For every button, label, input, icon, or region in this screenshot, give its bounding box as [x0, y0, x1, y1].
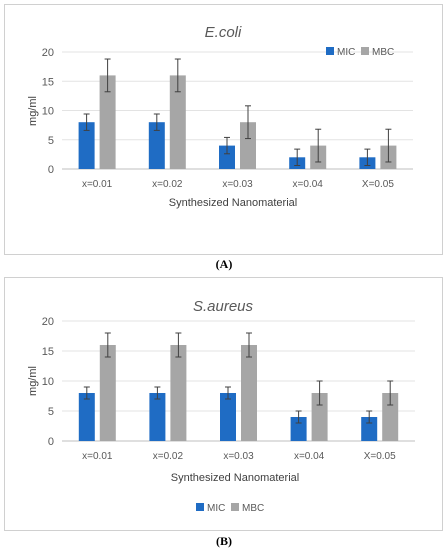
bar-mbc [382, 393, 399, 441]
bar-mic [219, 145, 235, 169]
bar-mic [78, 122, 95, 169]
y-axis-label: mg/ml [27, 366, 39, 396]
x-tick-label: x=0.02 [153, 451, 184, 462]
bar-mbc [169, 75, 186, 169]
chart-title: S.aureus [193, 298, 254, 315]
bar-mic [220, 393, 236, 441]
legend-swatch-mic [326, 47, 334, 55]
x-axis-label: Synthesized Nanomaterial [169, 197, 297, 209]
bar-mic [78, 393, 95, 441]
chart-title: E.coli [205, 24, 242, 41]
x-tick-label: x=0.04 [294, 451, 325, 462]
legend-label-mbc: MBC [242, 503, 264, 514]
x-tick-label: X=0.05 [362, 179, 394, 190]
legend: MIC MBC [326, 47, 394, 58]
legend-swatch-mbc [361, 47, 369, 55]
chart-panel-ecoli: E.coli 0 5 10 15 20 x=0.01 x=0.02 x=0.03 x=0.04… [4, 4, 443, 255]
y-axis-label: mg/ml [27, 96, 39, 126]
y-tick-label: 15 [42, 76, 54, 88]
y-tick-label: 0 [48, 436, 54, 448]
bar-mbc [170, 345, 187, 441]
bar-mic [361, 417, 378, 441]
legend-label-mic: MIC [207, 503, 225, 514]
legend-swatch-mbc [231, 503, 239, 511]
bar-mbc [240, 122, 256, 169]
legend-swatch-mic [196, 503, 204, 511]
y-tick-label: 15 [42, 346, 54, 358]
x-tick-label: x=0.01 [82, 179, 113, 190]
y-tick-label: 20 [42, 47, 54, 59]
y-tick-label: 10 [42, 106, 54, 118]
x-axis-label: Synthesized Nanomaterial [171, 472, 299, 484]
y-tick-label: 5 [48, 406, 54, 418]
x-tick-label: x=0.02 [152, 179, 183, 190]
bar-mbc [99, 75, 116, 169]
ecoli-bar-chart: E.coli 0 5 10 15 20 x=0.01 x=0.02 x=0.03 x=0.04… [27, 24, 413, 209]
bar-mbc [241, 345, 257, 441]
legend: MIC MBC [196, 503, 264, 514]
legend-label-mbc: MBC [372, 47, 394, 58]
y-tick-label: 10 [42, 376, 54, 388]
y-tick-label: 5 [48, 135, 54, 147]
x-tick-label: x=0.03 [222, 179, 253, 190]
bar-mic [290, 417, 307, 441]
bar-mbc [311, 393, 328, 441]
legend-label-mic: MIC [337, 47, 355, 58]
x-tick-label: x=0.03 [223, 451, 254, 462]
figure-caption-a: (A) [215, 257, 233, 271]
saureus-bar-chart: S.aureus 0 5 10 15 20 x=0.01 x=0.02 x=0.03 x=0.… [27, 298, 415, 514]
x-tick-label: x=0.01 [82, 451, 113, 462]
figure-caption-b: (B) [216, 534, 232, 548]
bar-mic [148, 122, 165, 169]
chart-panel-saureus: S.aureus 0 5 10 15 20 x=0.01 x=0.02 x=0.03 x=0.… [4, 277, 443, 531]
bar-mbc [99, 345, 116, 441]
x-tick-label: x=0.04 [293, 179, 324, 190]
x-tick-label: X=0.05 [364, 451, 396, 462]
y-tick-label: 0 [48, 164, 54, 176]
y-tick-label: 20 [42, 316, 54, 328]
bar-mic [149, 393, 166, 441]
